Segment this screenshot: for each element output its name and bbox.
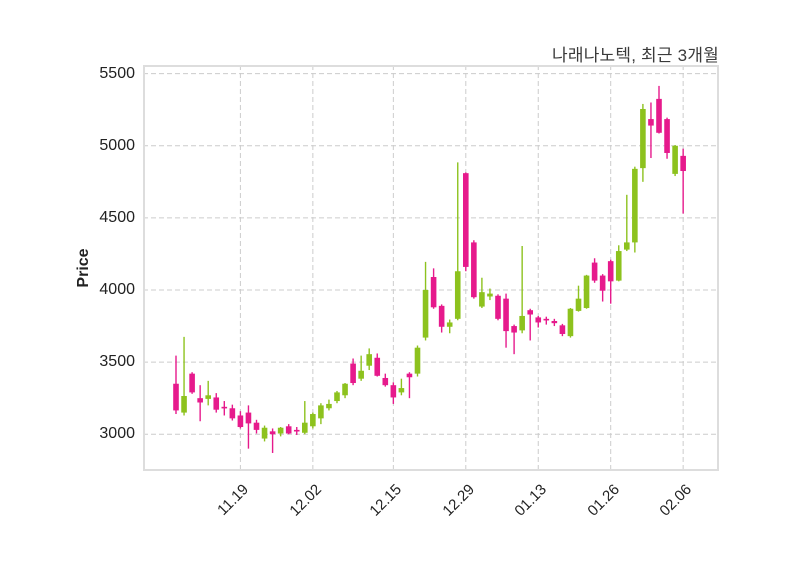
candle-body [382,377,389,386]
candle-body [229,408,236,419]
candle-body [358,370,364,379]
candle-body [575,298,582,311]
candle-body [237,415,244,428]
x-tick-label: 12.29 [439,481,478,520]
candle-body [519,315,525,331]
candle-body [181,396,187,413]
x-tick-label: 01.26 [584,481,623,520]
candle-body [430,277,437,308]
candle-body [640,108,646,169]
plot-border [143,65,719,471]
candle-body [471,242,477,298]
candle-body [390,385,397,398]
candle-body [503,298,509,332]
candle-body [624,242,630,250]
x-tick-label: 02.06 [656,481,696,520]
candle-body [310,414,316,427]
x-tick-label: 12.02 [286,481,325,520]
candle-body [197,398,203,403]
candle-body [615,251,622,281]
candle-body [318,405,324,419]
candle-body [342,383,348,396]
x-tick-label: 11.19 [214,481,253,519]
candle-body [374,357,381,376]
candle-body [366,354,372,366]
y-tick-label: 5000 [99,136,135,154]
candle-body [398,388,405,393]
candle-body [487,293,493,297]
y-tick-label: 3000 [99,425,135,443]
candle-body [414,347,421,374]
candle-body [213,397,220,410]
candle-body [446,322,453,327]
candle-body [189,373,195,393]
candle-body [591,262,598,281]
candle-body [495,295,501,319]
candle-body [664,119,670,153]
candle-body [648,119,654,126]
x-tick-label: 12.15 [366,481,406,520]
candle-body [543,318,550,321]
candle-body [454,271,461,319]
x-tick-label: 01.13 [511,481,551,520]
candle-body [551,321,558,324]
y-tick-label: 5500 [99,64,135,82]
candle-body [277,427,284,434]
candle-body [285,426,292,434]
y-tick-label: 3500 [99,353,135,371]
candle-body [680,155,686,172]
y-tick-label: 4000 [99,280,135,298]
candle-body [293,429,300,432]
candle-body [406,373,413,378]
candle-body [245,412,252,424]
candle-body [656,98,662,133]
chart-title: 나래나노텍, 최근 3개월 [552,46,719,65]
candle-body [632,168,638,243]
candle-body [221,406,228,409]
candle-body [438,305,445,327]
candlestick-chart [143,65,719,471]
candle-body [567,308,574,337]
candle-body [479,292,485,307]
y-tick-label: 4500 [99,208,135,226]
plot-area [143,65,719,471]
candle-body [672,145,678,174]
candle-body [205,395,211,399]
candle-body [261,427,268,439]
candle-body [511,326,517,333]
candle-body [559,325,566,334]
candle-body [583,275,590,309]
candle-body [253,422,260,430]
candle-body [527,310,533,315]
candle-body [422,289,429,338]
candle-body [535,317,542,323]
candle-body [463,173,469,267]
candle-body [269,431,276,435]
candle-body [334,392,340,402]
candle-body [350,363,356,384]
candle-body [607,261,614,282]
candle-body [173,383,179,411]
candle-body [599,275,606,291]
candle-body [326,403,332,409]
candle-body [302,422,308,433]
